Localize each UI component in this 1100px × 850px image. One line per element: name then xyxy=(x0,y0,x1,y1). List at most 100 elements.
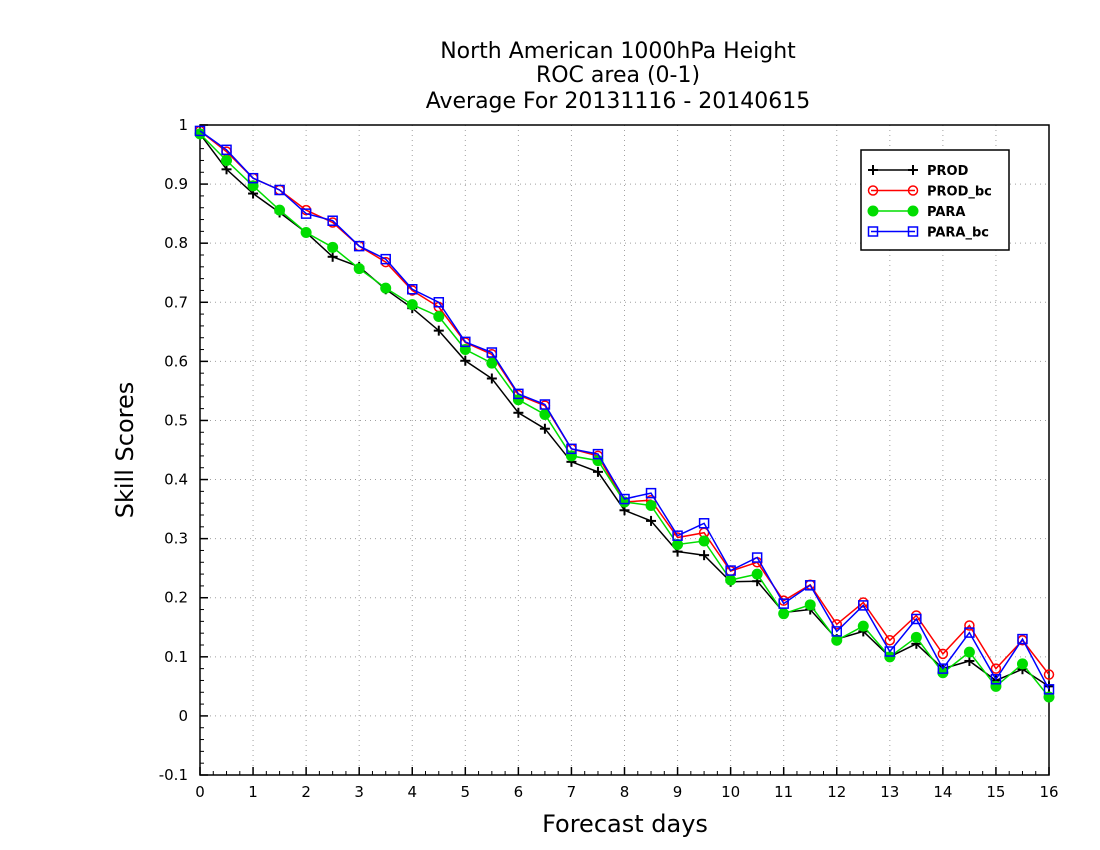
x-tick-label: 14 xyxy=(933,783,952,801)
x-tick-label: 6 xyxy=(514,783,524,801)
data-point-para-bc xyxy=(274,184,285,196)
x-tick-label: 5 xyxy=(461,783,471,801)
x-tick-label: 12 xyxy=(827,783,846,801)
x-tick-label: 16 xyxy=(1039,783,1058,801)
data-point-para xyxy=(751,568,763,580)
data-point-para-bc xyxy=(486,347,498,358)
y-tick-label: 0.5 xyxy=(164,411,188,429)
data-point-para-bc xyxy=(247,172,259,184)
data-point-para xyxy=(645,500,657,512)
grid-lines xyxy=(200,125,1049,775)
data-point-prod-bc xyxy=(884,635,896,646)
data-point-prod-bc xyxy=(990,663,1002,674)
data-point-para-bc xyxy=(619,493,630,505)
legend-entry-prod: PROD xyxy=(868,164,969,179)
data-point-prod xyxy=(327,251,338,262)
x-tick-label: 8 xyxy=(620,783,630,801)
data-point-para xyxy=(221,154,233,166)
data-point-para-bc xyxy=(221,144,232,156)
data-point-para xyxy=(778,608,790,620)
title-line-1: North American 1000hPa Height xyxy=(440,39,796,64)
data-point-para xyxy=(380,282,392,294)
data-point-para xyxy=(725,574,737,586)
title-line-3: Average For 20131116 - 20140615 xyxy=(426,89,811,114)
title-line-2: ROC area (0-1) xyxy=(536,63,700,88)
data-point-para-bc xyxy=(380,253,391,265)
legend-marker xyxy=(867,205,879,217)
data-point-para-bc xyxy=(353,240,365,252)
data-point-para-bc xyxy=(831,626,842,637)
data-point-para xyxy=(274,204,286,216)
legend-marker xyxy=(907,185,919,196)
y-tick-label: 1 xyxy=(178,116,188,134)
data-point-para-bc xyxy=(858,600,869,611)
data-point-para-bc xyxy=(327,215,338,226)
x-axis-label: Forecast days xyxy=(542,810,708,838)
data-point-para-bc xyxy=(513,388,524,400)
data-point-para-bc xyxy=(725,565,736,576)
legend: PROD PROD_bc PARA PARA_bc xyxy=(860,149,1010,251)
y-tick-label: 0 xyxy=(178,707,188,725)
x-tick-label: 11 xyxy=(774,783,793,801)
data-point-para xyxy=(672,539,684,551)
y-tick-label: 0.7 xyxy=(164,293,188,311)
data-point-para xyxy=(698,535,710,547)
data-point-para xyxy=(433,310,445,322)
series-line-para-bc xyxy=(199,130,1050,690)
data-point-prod xyxy=(221,164,232,175)
data-point-para-bc xyxy=(1017,633,1028,645)
data-point-prod-bc xyxy=(1043,669,1055,680)
data-point-para xyxy=(300,227,312,239)
data-point-prod xyxy=(433,325,444,336)
data-point-para xyxy=(831,634,843,646)
y-tick-label: 0.9 xyxy=(164,175,188,193)
x-tick-label: 9 xyxy=(673,783,683,801)
x-tick-label: 3 xyxy=(354,783,364,801)
y-tick-label: -0.1 xyxy=(159,766,188,784)
data-point-para-bc xyxy=(566,443,577,455)
data-point-para xyxy=(990,680,1002,692)
legend-marker xyxy=(908,165,918,175)
data-point-para xyxy=(512,394,524,406)
legend-entry-para: PARA xyxy=(867,205,965,220)
data-point-para-bc xyxy=(433,297,445,308)
y-tick-label: 0.8 xyxy=(164,234,188,252)
data-point-para xyxy=(857,620,869,632)
data-point-prod xyxy=(1044,681,1054,692)
legend-entry-prod-bc: PROD_bc xyxy=(867,185,992,200)
y-axis-label: Skill Scores xyxy=(111,382,139,519)
data-point-para-bc xyxy=(460,336,471,348)
legend-box xyxy=(860,149,1010,251)
data-point-para-bc xyxy=(964,627,975,638)
y-tick-label: 0.4 xyxy=(164,471,188,489)
legend-marker xyxy=(907,226,919,237)
data-point-prod xyxy=(646,515,657,526)
data-point-para-bc xyxy=(990,674,1002,685)
x-tick-label: 1 xyxy=(248,783,258,801)
chart-title: North American 1000hPa Height ROC area (… xyxy=(426,39,811,114)
x-tick-label: 7 xyxy=(567,783,577,801)
data-point-para xyxy=(1016,658,1028,670)
x-tick-label: 0 xyxy=(195,783,205,801)
axis-ticks: 0 1 2 3 4 5 6 7 8 9 10 11 12 13 14 15 16-0.100.10.20.30.… xyxy=(159,116,1059,801)
legend-marker xyxy=(868,165,878,175)
data-point-para xyxy=(910,631,922,643)
x-tick-label: 13 xyxy=(880,783,899,801)
data-point-para-bc xyxy=(804,580,816,591)
data-point-para xyxy=(353,263,365,275)
legend-marker xyxy=(867,226,879,237)
legend-marker xyxy=(867,185,879,196)
data-point-prod xyxy=(513,407,524,418)
data-point-para-bc xyxy=(300,208,312,219)
data-point-prod-bc xyxy=(937,648,949,660)
data-point-para-bc xyxy=(751,552,763,563)
x-tick-label: 10 xyxy=(721,783,740,801)
x-tick-label: 4 xyxy=(407,783,417,801)
legend-label: PROD_bc xyxy=(927,185,992,200)
series-group xyxy=(194,125,1055,703)
legend-marker xyxy=(907,205,919,217)
data-point-para-bc xyxy=(672,530,683,541)
data-point-para xyxy=(486,357,498,369)
data-point-prod xyxy=(964,655,975,666)
